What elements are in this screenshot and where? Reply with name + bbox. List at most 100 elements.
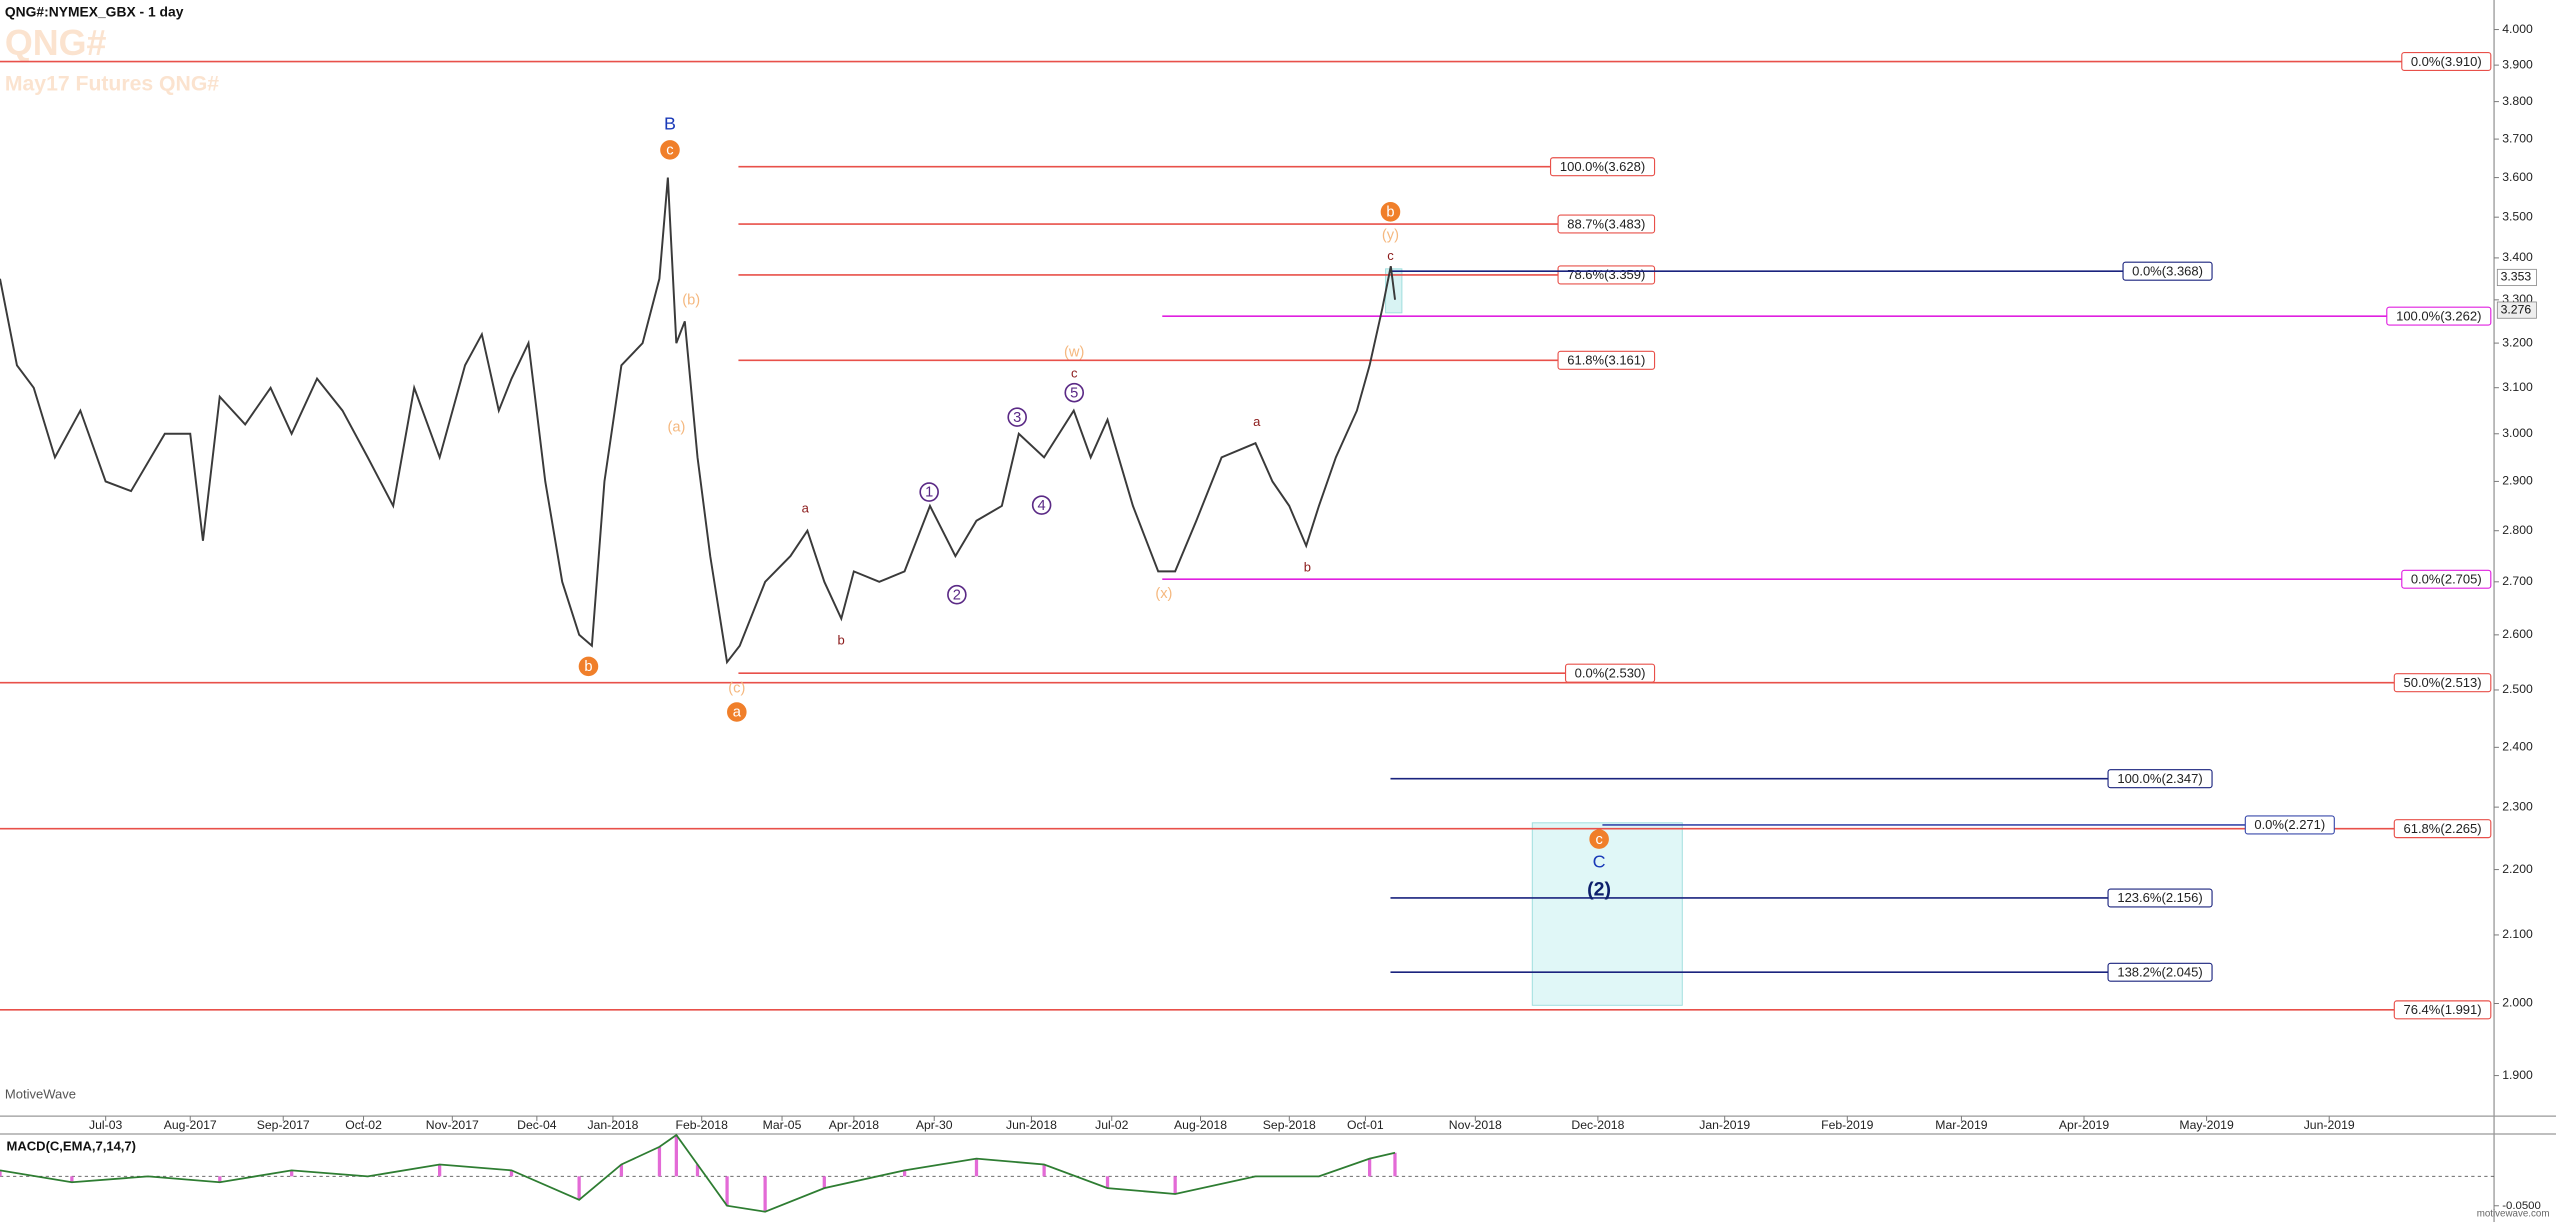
- level-label-box: [2401, 51, 2492, 72]
- y-tick-label: 4.000: [2502, 22, 2533, 36]
- macd-bar: [763, 1176, 767, 1212]
- level-label: 0.0%(2.705): [2411, 571, 2482, 586]
- wave-label: b: [1304, 559, 1311, 574]
- wave-circle: [947, 584, 967, 605]
- y-tick-label: 2.300: [2502, 799, 2533, 813]
- subtitle: May17 Futures QNG#: [5, 72, 219, 95]
- y-tick-label: 3.100: [2502, 380, 2533, 394]
- wave-circle: [1380, 202, 1401, 222]
- x-tick-label: Apr-2019: [2059, 1118, 2109, 1132]
- y-tick-label: 2.600: [2502, 627, 2533, 641]
- wave-label: b: [838, 633, 845, 648]
- macd-bar: [725, 1176, 729, 1206]
- x-tick-label: Apr-2018: [829, 1118, 879, 1132]
- x-tick-label: Sep-2017: [257, 1118, 310, 1132]
- level-label: 138.2%(2.045): [2117, 964, 2202, 979]
- x-tick-label: Feb-2019: [1821, 1118, 1874, 1132]
- x-tick-label: Mar-2019: [1935, 1118, 1988, 1132]
- x-tick-label: Jul-02: [1095, 1118, 1128, 1132]
- wave-circle: [1007, 407, 1027, 427]
- price-label: 3.353: [2501, 270, 2532, 284]
- macd-bar: [1173, 1176, 1177, 1194]
- level-label-box: [1557, 350, 1656, 370]
- macd-bar: [1367, 1158, 1372, 1177]
- price-label: 3.276: [2501, 302, 2532, 316]
- wave-label: (x): [1155, 586, 1172, 602]
- macd-bar: [1042, 1164, 1046, 1177]
- wave-label: c: [1387, 248, 1394, 263]
- y-tick-label: 3.000: [2502, 426, 2533, 440]
- level-label-box: [2386, 306, 2492, 326]
- wave-circle: [727, 702, 747, 722]
- price-label-box: [2496, 301, 2537, 319]
- level-label-box: [2107, 962, 2213, 982]
- y-tick-label: 3.600: [2502, 170, 2533, 184]
- macd-bar: [577, 1176, 581, 1200]
- level-label: 100.0%(3.628): [1560, 159, 1645, 174]
- y-tick-label: 3.200: [2502, 335, 2533, 349]
- y-tick-label: 2.900: [2502, 474, 2533, 488]
- wave-circle: [578, 656, 599, 677]
- wave-label: (w): [1064, 345, 1084, 361]
- macd-bar: [974, 1158, 979, 1177]
- wave-label: 1: [925, 485, 933, 501]
- level-label: 0.0%(3.910): [2411, 54, 2482, 69]
- x-tick-label: Oct-02: [345, 1118, 382, 1132]
- y-tick-label: 3.900: [2502, 57, 2533, 71]
- level-label-box: [2393, 819, 2492, 839]
- x-tick-label: Oct-01: [1347, 1118, 1384, 1132]
- y-tick-label: 1.900: [2502, 1068, 2533, 1082]
- x-tick-label: Mar-05: [763, 1118, 802, 1132]
- y-tick-label: -0.0500: [2502, 1200, 2541, 1212]
- x-tick-label: Dec-04: [517, 1118, 557, 1132]
- level-label: 88.7%(3.483): [1567, 216, 1645, 231]
- y-tick-label: 3.700: [2502, 131, 2533, 145]
- macd-bar: [70, 1176, 74, 1183]
- x-tick-label: Dec-2018: [1571, 1118, 1624, 1132]
- x-tick-label: May-2019: [2179, 1118, 2234, 1132]
- x-tick-label: Feb-2018: [676, 1118, 729, 1132]
- x-tick-label: Jul-03: [89, 1118, 122, 1132]
- x-tick-label: Nov-2018: [1449, 1118, 1502, 1132]
- macd-bar: [218, 1176, 222, 1183]
- level-label-box: [1557, 214, 1656, 234]
- y-tick-label: 2.200: [2502, 862, 2533, 876]
- brand: MotiveWave: [5, 1086, 76, 1101]
- x-tick-label: Jun-2018: [1006, 1118, 1057, 1132]
- level-label-box: [2107, 769, 2213, 789]
- x-tick-label: Aug-2017: [164, 1118, 217, 1132]
- macd-bar: [822, 1176, 826, 1189]
- level-label: 61.8%(3.161): [1567, 353, 1645, 368]
- level-label-box: [2122, 261, 2213, 281]
- x-tick-label: Nov-2017: [426, 1118, 479, 1132]
- wave-label: c: [1071, 365, 1078, 380]
- wave-label: (c): [728, 680, 745, 696]
- level-label: 0.0%(2.530): [1575, 665, 1646, 680]
- wave-label: 4: [1038, 498, 1046, 514]
- macd-bar: [0, 1170, 2, 1177]
- wave-label: (a): [668, 420, 686, 436]
- macd-bar: [619, 1164, 624, 1177]
- macd-title: MACD(C,EMA,7,14,7): [7, 1138, 136, 1153]
- y-tick-label: 2.100: [2502, 927, 2533, 941]
- watermark: QNG#: [5, 23, 107, 63]
- macd-bar: [509, 1170, 514, 1177]
- wave-label: B: [664, 113, 676, 133]
- level-label: 76.4%(1.991): [2403, 1002, 2481, 1017]
- macd-bar: [674, 1135, 678, 1177]
- wave-label: a: [733, 705, 742, 721]
- level-label: 78.6%(3.359): [1567, 267, 1645, 282]
- y-tick-label: 3.400: [2502, 250, 2533, 264]
- level-label-box: [2107, 888, 2213, 908]
- chart-title: QNG#:NYMEX_GBX - 1 day: [5, 4, 184, 20]
- wave-label: 3: [1013, 410, 1021, 426]
- x-tick-label: Jan-2018: [587, 1118, 638, 1132]
- wave-circle: [1064, 382, 1085, 403]
- wave-label: a: [1253, 414, 1261, 429]
- level-label-box: [2401, 569, 2492, 589]
- y-tick-label: 3.500: [2502, 209, 2533, 223]
- macd-bar: [695, 1164, 700, 1177]
- wave-circle: [1031, 495, 1052, 515]
- y-tick-label: 2.000: [2502, 996, 2533, 1010]
